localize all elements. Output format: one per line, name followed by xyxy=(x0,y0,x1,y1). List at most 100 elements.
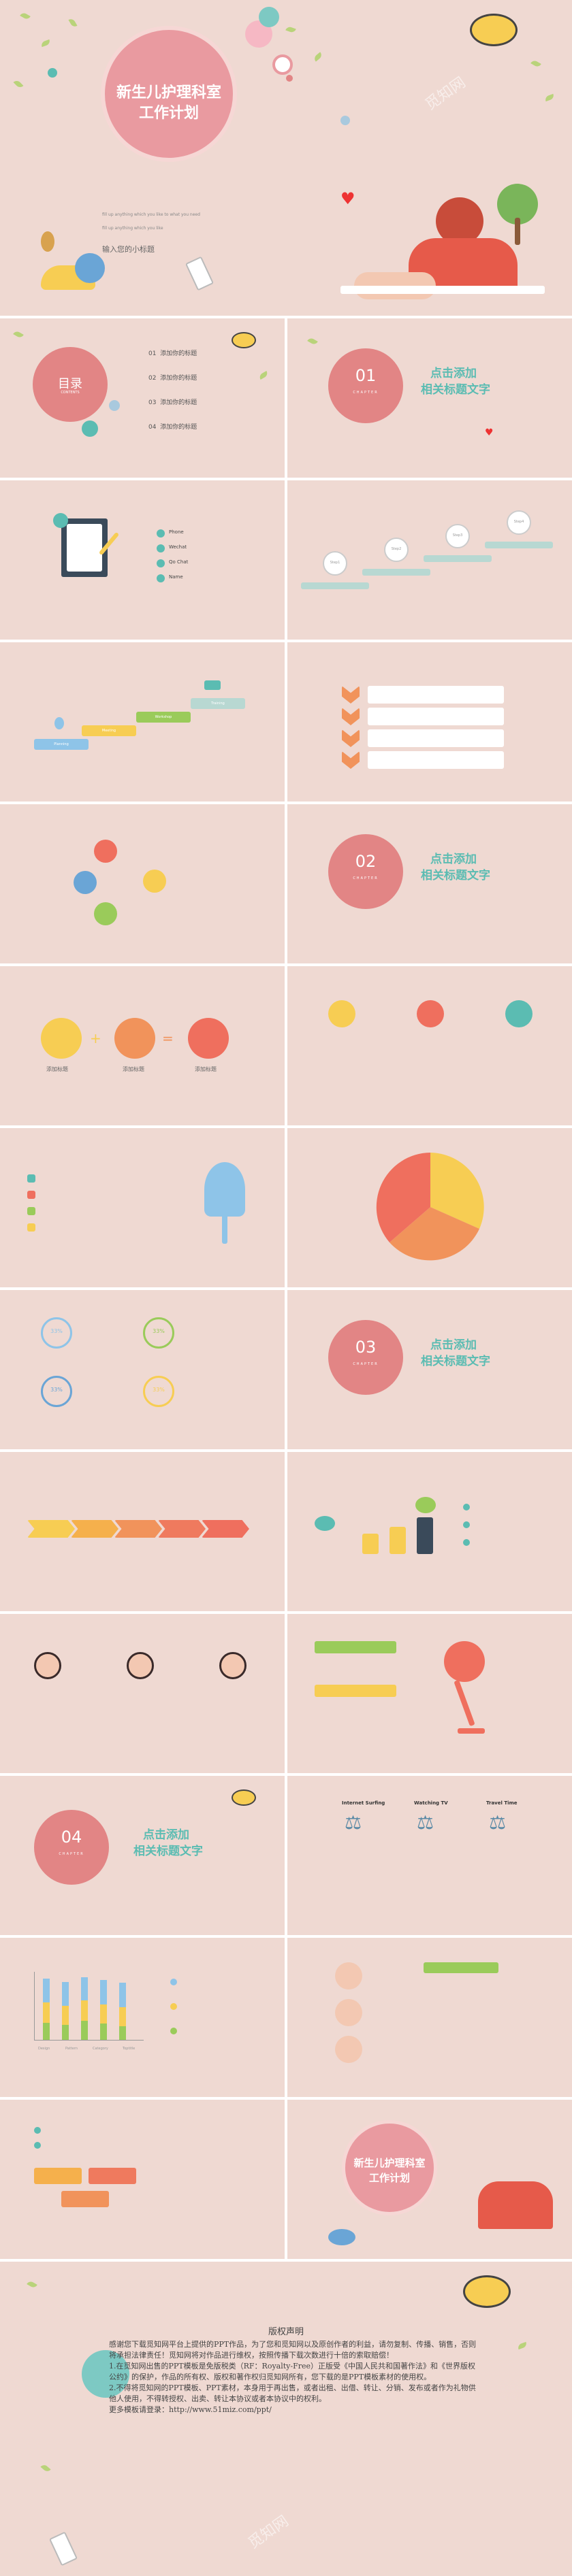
arrow-list-slide xyxy=(287,642,572,802)
cover-slide: 新生儿护理科室 工作计划 fill up anything which you … xyxy=(0,0,572,316)
bar-1-mid xyxy=(43,2002,50,2040)
chapter-title2: 相关标题文字 xyxy=(421,869,490,882)
watering-slide xyxy=(287,1452,572,1611)
leaf-decoration xyxy=(530,59,541,69)
flow-block-3 xyxy=(136,712,191,723)
toc-item-2[interactable]: 02 添加你的标题 xyxy=(148,375,197,382)
ring-4-value: 33% xyxy=(153,1387,165,1393)
tree-trunk xyxy=(515,218,520,245)
ring-1 xyxy=(41,1317,72,1349)
magnifier-icon xyxy=(53,513,68,528)
baby-bottle-icon xyxy=(185,256,214,291)
contact-name: Name xyxy=(169,574,183,580)
chapter-title1: 点击添加 xyxy=(143,1828,189,1842)
lamp-base xyxy=(458,1728,485,1734)
copyright-p1: 1.在觅知网出售的PPT模板是免版税类（RF：Royalty-Free）正版受《… xyxy=(109,2362,476,2381)
end-title-line2: 工作计划 xyxy=(368,2172,410,2184)
chapter-en: CHAPTER xyxy=(353,876,379,880)
chapter-en: CHAPTER xyxy=(353,391,379,395)
arrow-process-slide xyxy=(0,1452,285,1611)
text-box xyxy=(368,729,504,747)
chapter-3-slide: 03 CHAPTER 点击添加 相关标题文字 xyxy=(287,1290,572,1449)
bee-icon xyxy=(232,1789,256,1806)
snail-icon xyxy=(328,2229,355,2245)
chapter-title1: 点击添加 xyxy=(430,1338,477,1352)
legend-design: Design xyxy=(38,2047,50,2051)
chapter-circle xyxy=(328,834,403,909)
pie-slice-orange xyxy=(390,1207,479,1261)
stacked-bar-chart xyxy=(34,1972,144,2041)
pie-chart xyxy=(376,1153,484,1261)
lamp-arm xyxy=(454,1679,475,1727)
avatars-slide xyxy=(0,1614,285,1773)
dot-decoration xyxy=(82,420,98,437)
circle-label-2: 添加标题 xyxy=(123,1066,144,1072)
pot-icon xyxy=(390,1527,406,1554)
wechat-icon xyxy=(157,544,165,552)
step-base-4 xyxy=(485,542,553,548)
balance-header-1: Internet Surfing xyxy=(342,1800,385,1806)
toc-item-4[interactable]: 04 添加你的标题 xyxy=(148,424,197,431)
toc-item-3[interactable]: 03 添加你的标题 xyxy=(148,399,197,406)
process-arrow-1 xyxy=(27,1520,75,1538)
circle-red xyxy=(188,1018,229,1059)
balance-header-3: Travel Time xyxy=(486,1800,518,1806)
list-dot xyxy=(463,1521,470,1528)
monitor-icon xyxy=(417,1000,444,1027)
num-badge xyxy=(27,1191,35,1199)
clipboard-slide: Phone Wechat Qo Chat Name xyxy=(0,480,285,640)
text-box xyxy=(368,708,504,725)
bar-1-low xyxy=(43,2023,50,2040)
flow-label-1: Planning xyxy=(54,742,69,746)
orange-boxes-slide xyxy=(0,2100,285,2259)
chevron-icon xyxy=(342,751,360,769)
copyright-title: 版权声明 xyxy=(268,2327,304,2337)
chapter-title2: 相关标题文字 xyxy=(421,1355,490,1368)
chart-icon xyxy=(505,1000,533,1027)
chevron-icon xyxy=(342,686,360,704)
mobile-icon xyxy=(74,871,97,894)
end-title-line1: 新生儿护理科室 xyxy=(353,2157,426,2169)
contact-wechat: Wechat xyxy=(169,544,187,550)
scale-icon: ⚖ xyxy=(417,1811,434,1834)
legend-pattern: Pattern xyxy=(65,2047,78,2051)
bar-2-mid xyxy=(62,2006,69,2040)
leaf-decoration xyxy=(13,79,24,89)
leaf-icon xyxy=(259,7,279,27)
toc-item-1[interactable]: 01 添加你的标题 xyxy=(148,350,197,357)
baby-icons-slide xyxy=(287,1938,572,2097)
step-base-3 xyxy=(424,555,492,562)
chapter-circle xyxy=(328,1320,403,1395)
leaf-decoration xyxy=(40,39,51,48)
bar-5-low xyxy=(119,2026,126,2040)
legend-category: Category xyxy=(93,2047,108,2051)
leaf-decoration xyxy=(20,11,31,21)
equals-icon: = xyxy=(162,1030,174,1046)
flow-label-2: Meeting xyxy=(101,729,116,733)
copyright-body: 感谢您下载觅知网平台上提供的PPT作品，为了您和觅知网以及原创作者的利益，请勿复… xyxy=(109,2340,477,2360)
heart-icon: ♥ xyxy=(485,427,494,438)
sprout-icon xyxy=(415,1497,436,1513)
ring-4 xyxy=(143,1376,174,1407)
name-icon xyxy=(157,574,165,582)
process-arrow-2 xyxy=(71,1520,118,1538)
dot-decoration xyxy=(286,75,293,82)
chapter-title1: 点击添加 xyxy=(430,853,477,866)
toc-slide: 目录 CONTENTS 01 添加你的标题 02 添加你的标题 03 添加你的标… xyxy=(0,318,285,478)
flow-block-1 xyxy=(34,739,89,750)
chevron-icon xyxy=(342,708,360,725)
orange-box xyxy=(34,2168,82,2184)
qq-icon xyxy=(157,559,165,567)
bed-illustration xyxy=(340,286,545,294)
pie-slice-yellow xyxy=(430,1153,484,1229)
plus-icon: + xyxy=(90,1030,101,1046)
scale-icon: ⚖ xyxy=(489,1811,507,1834)
leaf-decoration xyxy=(68,17,78,29)
leaf-decoration xyxy=(544,93,555,102)
copyright-more[interactable]: 更多模板请登录：http://www.51miz.com/ppt/ xyxy=(109,2405,272,2414)
phone-icon xyxy=(157,529,165,538)
bar-3-mid xyxy=(81,2000,88,2040)
leaf-decoration xyxy=(307,336,318,346)
chat-icon xyxy=(94,840,117,863)
legend-toptitle: Toptitle xyxy=(123,2047,136,2051)
